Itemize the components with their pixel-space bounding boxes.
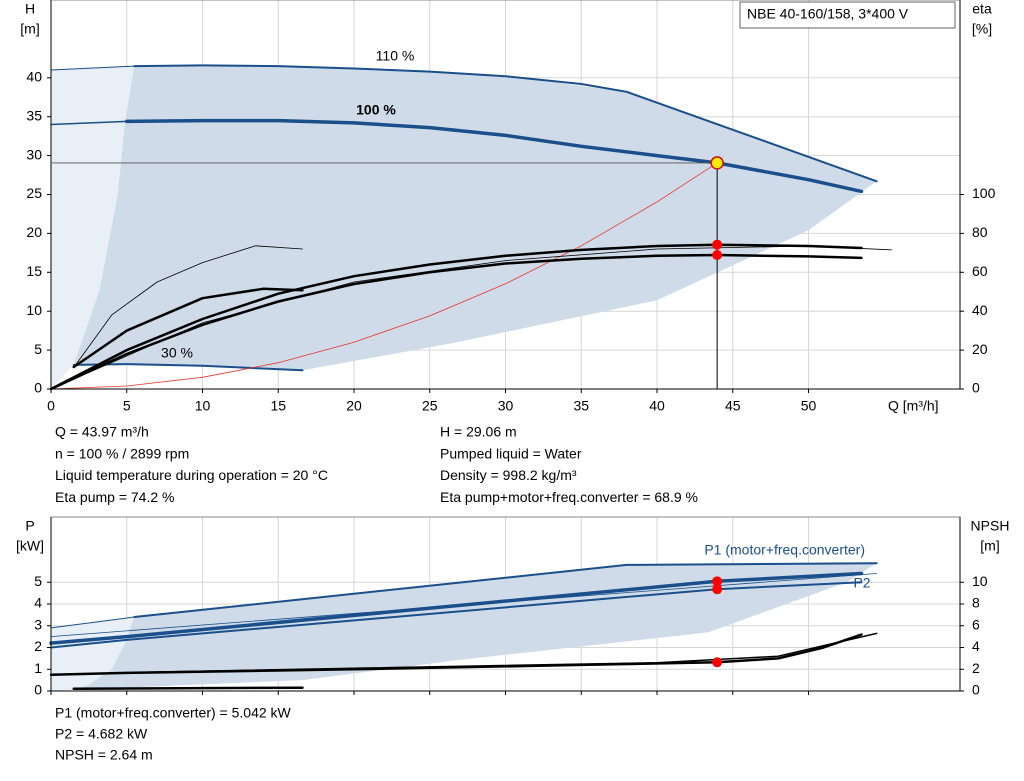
- y2-tick-label: 80: [972, 224, 988, 240]
- title-box: [739, 1, 956, 29]
- y2-tick-label: 6: [972, 616, 980, 632]
- y2-axis-label: NPSH: [971, 518, 1010, 534]
- y2-tick-label: 8: [972, 595, 980, 611]
- readout: P2 = 4.682 kW: [55, 726, 148, 742]
- duty-point-eta-total: [712, 249, 723, 260]
- readout: H = 29.06 m: [440, 424, 517, 440]
- readout: Liquid temperature during operation = 20…: [55, 467, 328, 483]
- y-tick-label: 15: [26, 263, 42, 279]
- curve: [133, 562, 878, 618]
- y-axis-unit: [m]: [20, 21, 39, 37]
- duty-point-npsh: [712, 657, 723, 668]
- y-axis-unit: [kW]: [16, 538, 44, 554]
- readout: n = 100 % / 2899 rpm: [55, 445, 189, 461]
- readout: Eta pump+motor+freq.converter = 68.9 %: [440, 489, 698, 505]
- y-tick-label: 25: [26, 185, 42, 201]
- duty-point-p1: [712, 576, 723, 587]
- duty-point-p2: [712, 584, 723, 595]
- y2-tick-label: 0: [972, 380, 980, 396]
- y2-tick-label: 0: [972, 682, 980, 698]
- curve: [50, 162, 718, 390]
- y-axis-label: P: [25, 518, 34, 534]
- duty-point: [710, 156, 724, 170]
- curve-label: 110 %: [376, 48, 415, 64]
- curve: [50, 65, 135, 71]
- readout: Eta pump = 74.2 %: [55, 489, 174, 505]
- curve-label: P2: [853, 575, 870, 591]
- y-tick-label: 35: [26, 107, 42, 123]
- curve: [49, 571, 864, 645]
- y-tick-label: 0: [34, 682, 42, 698]
- y-tick-label: 40: [26, 69, 42, 85]
- x-axis-label: Q [m³/h]: [888, 398, 939, 414]
- x-tick-label: 35: [573, 398, 589, 414]
- curve: [50, 581, 863, 649]
- curve: [125, 118, 864, 194]
- x-tick-label: 5: [123, 398, 131, 414]
- envelope-area: [51, 617, 135, 691]
- x-tick-label: 0: [47, 398, 55, 414]
- curve-label: 100 %: [356, 102, 396, 118]
- readout: NPSH = 2.64 m: [55, 747, 153, 763]
- curve: [73, 245, 303, 368]
- y-axis-label: H: [25, 1, 35, 17]
- x-tick-label: 20: [346, 398, 362, 414]
- curve-label: 30 %: [161, 345, 193, 361]
- y-tick-label: 3: [34, 616, 42, 632]
- y2-tick-label: 10: [972, 573, 988, 589]
- curve: [50, 616, 135, 629]
- curve: [50, 120, 128, 126]
- y2-axis-unit: [m]: [980, 538, 999, 554]
- y2-tick-label: 60: [972, 263, 988, 279]
- envelope-area: [73, 563, 877, 690]
- x-tick-label: 45: [725, 398, 741, 414]
- x-tick-label: 10: [195, 398, 211, 414]
- readout: Pumped liquid = Water: [440, 445, 582, 461]
- curve: [49, 253, 863, 391]
- y-tick-label: 4: [34, 595, 42, 611]
- y-tick-label: 10: [26, 302, 42, 318]
- duty-point-eta-pump: [712, 239, 723, 250]
- y2-axis-label: eta: [972, 1, 992, 17]
- readout: P1 (motor+freq.converter) = 5.042 kW: [55, 705, 292, 721]
- y-tick-label: 5: [34, 573, 42, 589]
- envelope-area: [51, 66, 135, 389]
- x-tick-label: 30: [498, 398, 514, 414]
- y-tick-label: 0: [34, 380, 42, 396]
- y2-tick-label: 20: [972, 341, 988, 357]
- y2-axis-unit: [%]: [972, 21, 992, 37]
- y-tick-label: 30: [26, 146, 42, 162]
- y2-tick-label: 40: [972, 302, 988, 318]
- y-tick-label: 1: [34, 660, 42, 676]
- curve: [133, 64, 878, 183]
- y2-tick-label: 2: [972, 660, 980, 676]
- chart-title: NBE 40-160/158, 3*400 V: [747, 6, 909, 22]
- curve: [72, 686, 304, 691]
- x-tick-label: 50: [801, 398, 817, 414]
- curve: [49, 243, 863, 391]
- curve: [50, 573, 878, 637]
- readout: Q = 43.97 m³/h: [55, 424, 149, 440]
- y-tick-label: 2: [34, 638, 42, 654]
- x-tick-label: 15: [270, 398, 286, 414]
- y2-tick-label: 4: [972, 638, 980, 654]
- readout: Density = 998.2 kg/m³: [440, 467, 577, 483]
- curve: [72, 287, 304, 369]
- y-tick-label: 20: [26, 224, 42, 240]
- y2-tick-label: 100: [972, 185, 996, 201]
- x-tick-label: 25: [422, 398, 438, 414]
- curve-label: P1 (motor+freq.converter): [704, 542, 865, 558]
- curve: [50, 245, 893, 390]
- x-tick-label: 40: [649, 398, 665, 414]
- y-tick-label: 5: [34, 341, 42, 357]
